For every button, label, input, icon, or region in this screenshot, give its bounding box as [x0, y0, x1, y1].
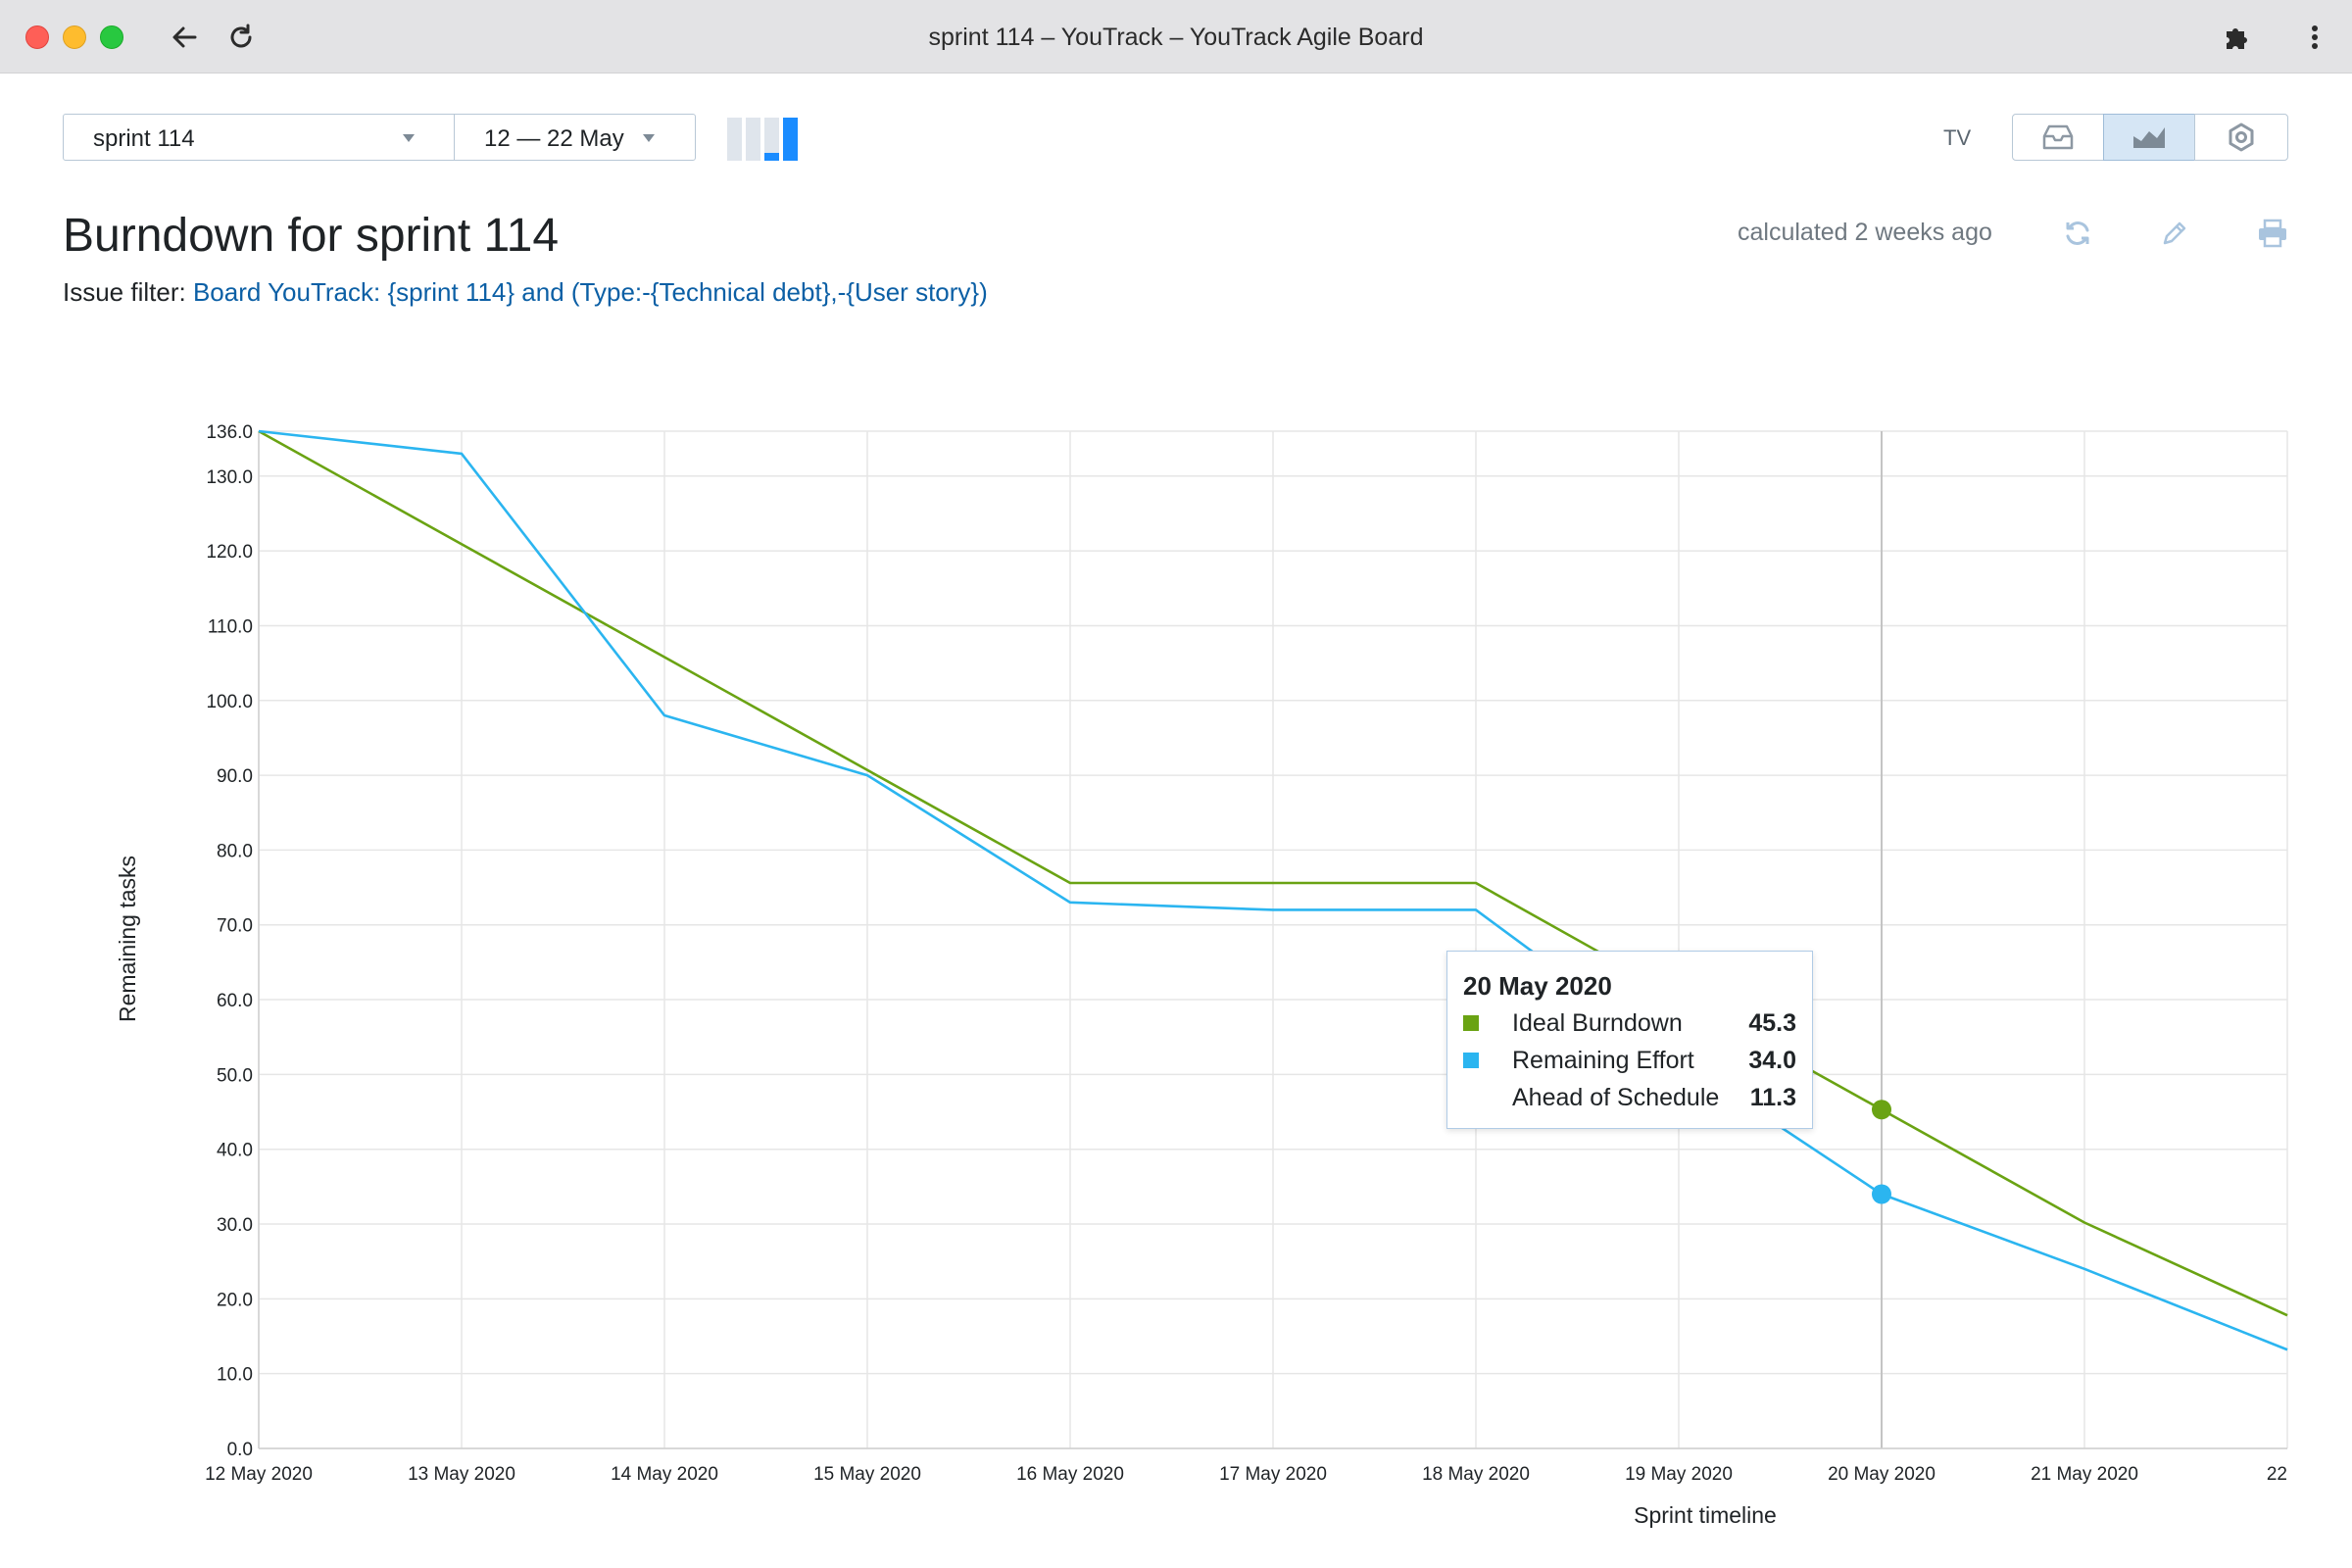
x-tick-label: 16 May 2020	[1016, 1464, 1124, 1485]
x-tick-label: 22	[2267, 1464, 2287, 1485]
chart-tooltip: 20 May 2020 Ideal Burndown 45.3 Remainin…	[1446, 951, 1813, 1129]
recalculate-button[interactable]	[2058, 214, 2097, 253]
window-titlebar: sprint 114 – YouTrack – YouTrack Agile B…	[0, 0, 2352, 74]
y-tick-label: 136.0	[206, 422, 253, 443]
close-window-button[interactable]	[25, 25, 49, 49]
x-tick-label: 12 May 2020	[205, 1464, 313, 1485]
issue-filter-label: Issue filter:	[63, 277, 186, 307]
x-tick-label: 14 May 2020	[611, 1464, 718, 1485]
board-settings-button[interactable]	[2194, 114, 2288, 161]
y-tick-label: 20.0	[217, 1290, 253, 1310]
y-tick-label: 60.0	[217, 991, 253, 1011]
refresh-icon	[2066, 221, 2089, 245]
x-tick-label: 18 May 2020	[1422, 1464, 1530, 1485]
y-tick-label: 30.0	[217, 1215, 253, 1236]
remaining-effort-line	[258, 429, 2288, 1351]
pencil-icon	[2163, 221, 2186, 245]
tooltip-title: 20 May 2020	[1463, 971, 1612, 1001]
remaining-effort-point	[1872, 1184, 1891, 1204]
y-tick-label: 50.0	[217, 1065, 253, 1086]
gear-icon	[2229, 122, 2254, 152]
browser-menu-button[interactable]	[2295, 18, 2334, 57]
board-view-button[interactable]	[2012, 114, 2104, 161]
chevron-down-icon	[403, 134, 415, 142]
y-tick-label: 40.0	[217, 1141, 253, 1161]
tooltip-value: 45.3	[1748, 1009, 1796, 1037]
date-range-select[interactable]: 12 — 22 May	[454, 114, 696, 161]
report-view-button[interactable]	[2103, 114, 2195, 161]
progress-bar-icon	[764, 118, 779, 161]
progress-bar-fill-icon	[764, 153, 779, 161]
window-title: sprint 114 – YouTrack – YouTrack Agile B…	[928, 24, 1424, 51]
sprint-progress-widget[interactable]	[725, 116, 804, 161]
ideal-burndown-line	[258, 429, 2288, 1317]
y-tick-label: 120.0	[206, 542, 253, 563]
sprint-select-value: sprint 114	[93, 125, 195, 152]
date-range-value: 12 — 22 May	[484, 125, 624, 152]
back-arrow-icon	[172, 26, 197, 48]
legend-swatch-remaining	[1463, 1053, 1479, 1068]
page-title: Burndown for sprint 114	[63, 210, 560, 262]
issue-filter-link[interactable]: Board YouTrack: {sprint 114} and (Type:-…	[192, 277, 988, 307]
tooltip-value: 34.0	[1748, 1047, 1796, 1074]
issue-filter: Issue filter: Board YouTrack: {sprint 11…	[63, 277, 988, 308]
x-tick-label: 17 May 2020	[1219, 1464, 1327, 1485]
kebab-menu-icon	[2312, 25, 2318, 49]
tooltip-row-remaining: Remaining Effort 34.0	[1463, 1045, 1796, 1078]
back-button[interactable]	[165, 18, 204, 57]
x-axis-label: Sprint timeline	[1634, 1502, 1777, 1528]
x-tick-label: 19 May 2020	[1625, 1464, 1733, 1485]
tooltip-row-ahead: Ahead of Schedule 11.3	[1463, 1082, 1796, 1115]
x-tick-label: 15 May 2020	[813, 1464, 921, 1485]
legend-swatch-ideal	[1463, 1015, 1479, 1031]
x-tick-label: 20 May 2020	[1828, 1464, 1936, 1485]
tooltip-row-ideal: Ideal Burndown 45.3	[1463, 1007, 1796, 1041]
sprint-select[interactable]: sprint 114	[63, 114, 455, 161]
printer-icon	[2259, 219, 2286, 248]
progress-bar-icon	[746, 118, 760, 161]
progress-bar-icon	[727, 118, 742, 161]
y-tick-label: 90.0	[217, 766, 253, 787]
calculated-timestamp: calculated 2 weeks ago	[1738, 219, 1992, 246]
x-tick-label: 13 May 2020	[408, 1464, 515, 1485]
ideal-burndown-point	[1872, 1100, 1891, 1120]
print-button[interactable]	[2253, 214, 2292, 253]
tooltip-label: Remaining Effort	[1512, 1047, 1694, 1074]
y-tick-label: 130.0	[206, 467, 253, 488]
maximize-window-button[interactable]	[100, 25, 123, 49]
extensions-button[interactable]	[2217, 18, 2256, 57]
y-tick-label: 70.0	[217, 916, 253, 937]
inbox-icon	[2042, 124, 2074, 150]
tooltip-label: Ahead of Schedule	[1512, 1084, 1720, 1111]
y-tick-label: 10.0	[217, 1365, 253, 1386]
y-tick-label: 80.0	[217, 841, 253, 861]
tooltip-value: 11.3	[1749, 1084, 1796, 1111]
y-tick-label: 110.0	[208, 616, 253, 637]
tooltip-label: Ideal Burndown	[1512, 1009, 1683, 1037]
x-tick-label: 21 May 2020	[2031, 1464, 2138, 1485]
reload-icon	[230, 24, 252, 48]
progress-bar-fill-icon	[783, 118, 798, 161]
chart-icon	[2133, 127, 2165, 148]
reload-button[interactable]	[221, 18, 261, 57]
tv-mode-button[interactable]: TV	[1943, 125, 1972, 150]
y-axis-label: Remaining tasks	[115, 856, 140, 1022]
minimize-window-button[interactable]	[63, 25, 86, 49]
chevron-down-icon	[643, 134, 655, 142]
edit-report-button[interactable]	[2155, 214, 2194, 253]
y-tick-label: 0.0	[227, 1440, 253, 1460]
puzzle-icon	[2227, 28, 2247, 49]
y-tick-label: 100.0	[206, 692, 253, 712]
burndown-chart: 0.0 10.0 20.0 30.0 40.0 50.0 60.0 70.0 80.0 90.0 1…	[115, 422, 2288, 1528]
